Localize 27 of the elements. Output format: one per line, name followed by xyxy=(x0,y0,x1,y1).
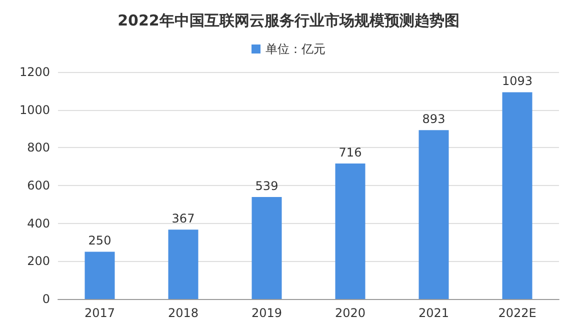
legend-label: 单位：亿元 xyxy=(266,42,326,56)
data-label: 893 xyxy=(422,112,446,126)
y-tick-label: 600 xyxy=(27,178,50,192)
data-label: 716 xyxy=(338,146,362,160)
x-tick-label: 2020 xyxy=(334,306,366,320)
y-tick-label: 400 xyxy=(27,216,50,230)
bar xyxy=(418,130,449,299)
bar xyxy=(84,252,115,299)
chart-title: 2022年中国互联网云服务行业市场规模预测趋势图 xyxy=(118,12,460,30)
x-tick-label: 2022E xyxy=(498,306,536,320)
x-tick-label: 2017 xyxy=(84,306,116,320)
bar xyxy=(252,197,282,299)
data-label: 539 xyxy=(255,179,278,194)
x-tick-label: 2021 xyxy=(418,306,450,320)
y-tick-label: 800 xyxy=(27,140,50,155)
x-tick-label: 2018 xyxy=(168,306,199,320)
data-label: 367 xyxy=(172,212,195,226)
bar xyxy=(335,164,366,299)
bar xyxy=(168,230,198,299)
y-tick-label: 1000 xyxy=(19,102,50,117)
data-label: 1093 xyxy=(502,74,533,88)
y-tick-label: 0 xyxy=(42,292,50,306)
x-tick-label: 2019 xyxy=(251,306,282,320)
y-tick-label: 1200 xyxy=(19,65,50,79)
bar xyxy=(502,92,532,299)
y-tick-label: 200 xyxy=(27,254,50,268)
data-label: 250 xyxy=(88,234,112,248)
